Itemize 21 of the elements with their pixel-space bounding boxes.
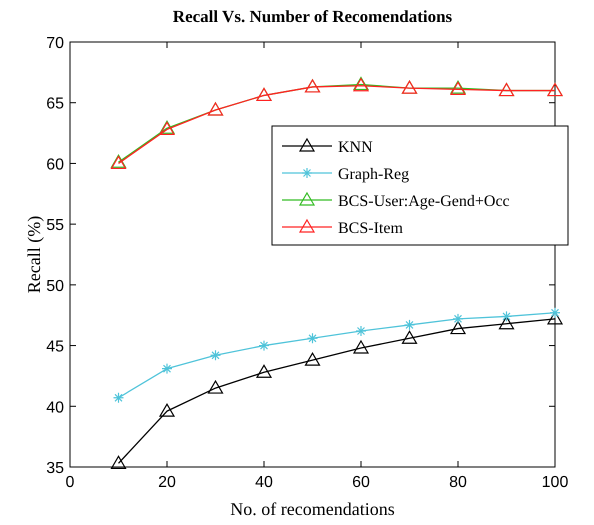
y-tick-label: 65 <box>46 96 64 113</box>
y-tick-label: 45 <box>46 338 64 356</box>
legend-label: Graph-Reg <box>338 166 410 183</box>
y-tick-label: 55 <box>46 217 64 234</box>
y-tick-label: 70 <box>46 35 64 52</box>
x-tick-label: 100 <box>542 474 568 491</box>
x-axis-title: No. of recomendations <box>230 499 395 519</box>
x-tick-label: 0 <box>66 474 75 491</box>
y-tick-label: 35 <box>46 460 64 477</box>
y-tick-label: 40 <box>46 399 64 416</box>
x-tick-label: 80 <box>449 474 467 491</box>
y-axis-title: Recall (%) <box>24 216 44 294</box>
legend-label: BCS-Item <box>338 220 404 237</box>
legend-label: BCS-User:Age-Gend+Occ <box>338 193 510 210</box>
legend-label: KNN <box>338 139 374 156</box>
x-tick-label: 20 <box>158 474 176 491</box>
x-tick-label: 40 <box>255 474 273 491</box>
chart-title: Recall Vs. Number of Recomendations <box>172 7 453 26</box>
y-tick-label: 60 <box>46 156 64 174</box>
x-tick-label: 60 <box>352 474 370 491</box>
y-tick-label: 50 <box>46 278 64 295</box>
